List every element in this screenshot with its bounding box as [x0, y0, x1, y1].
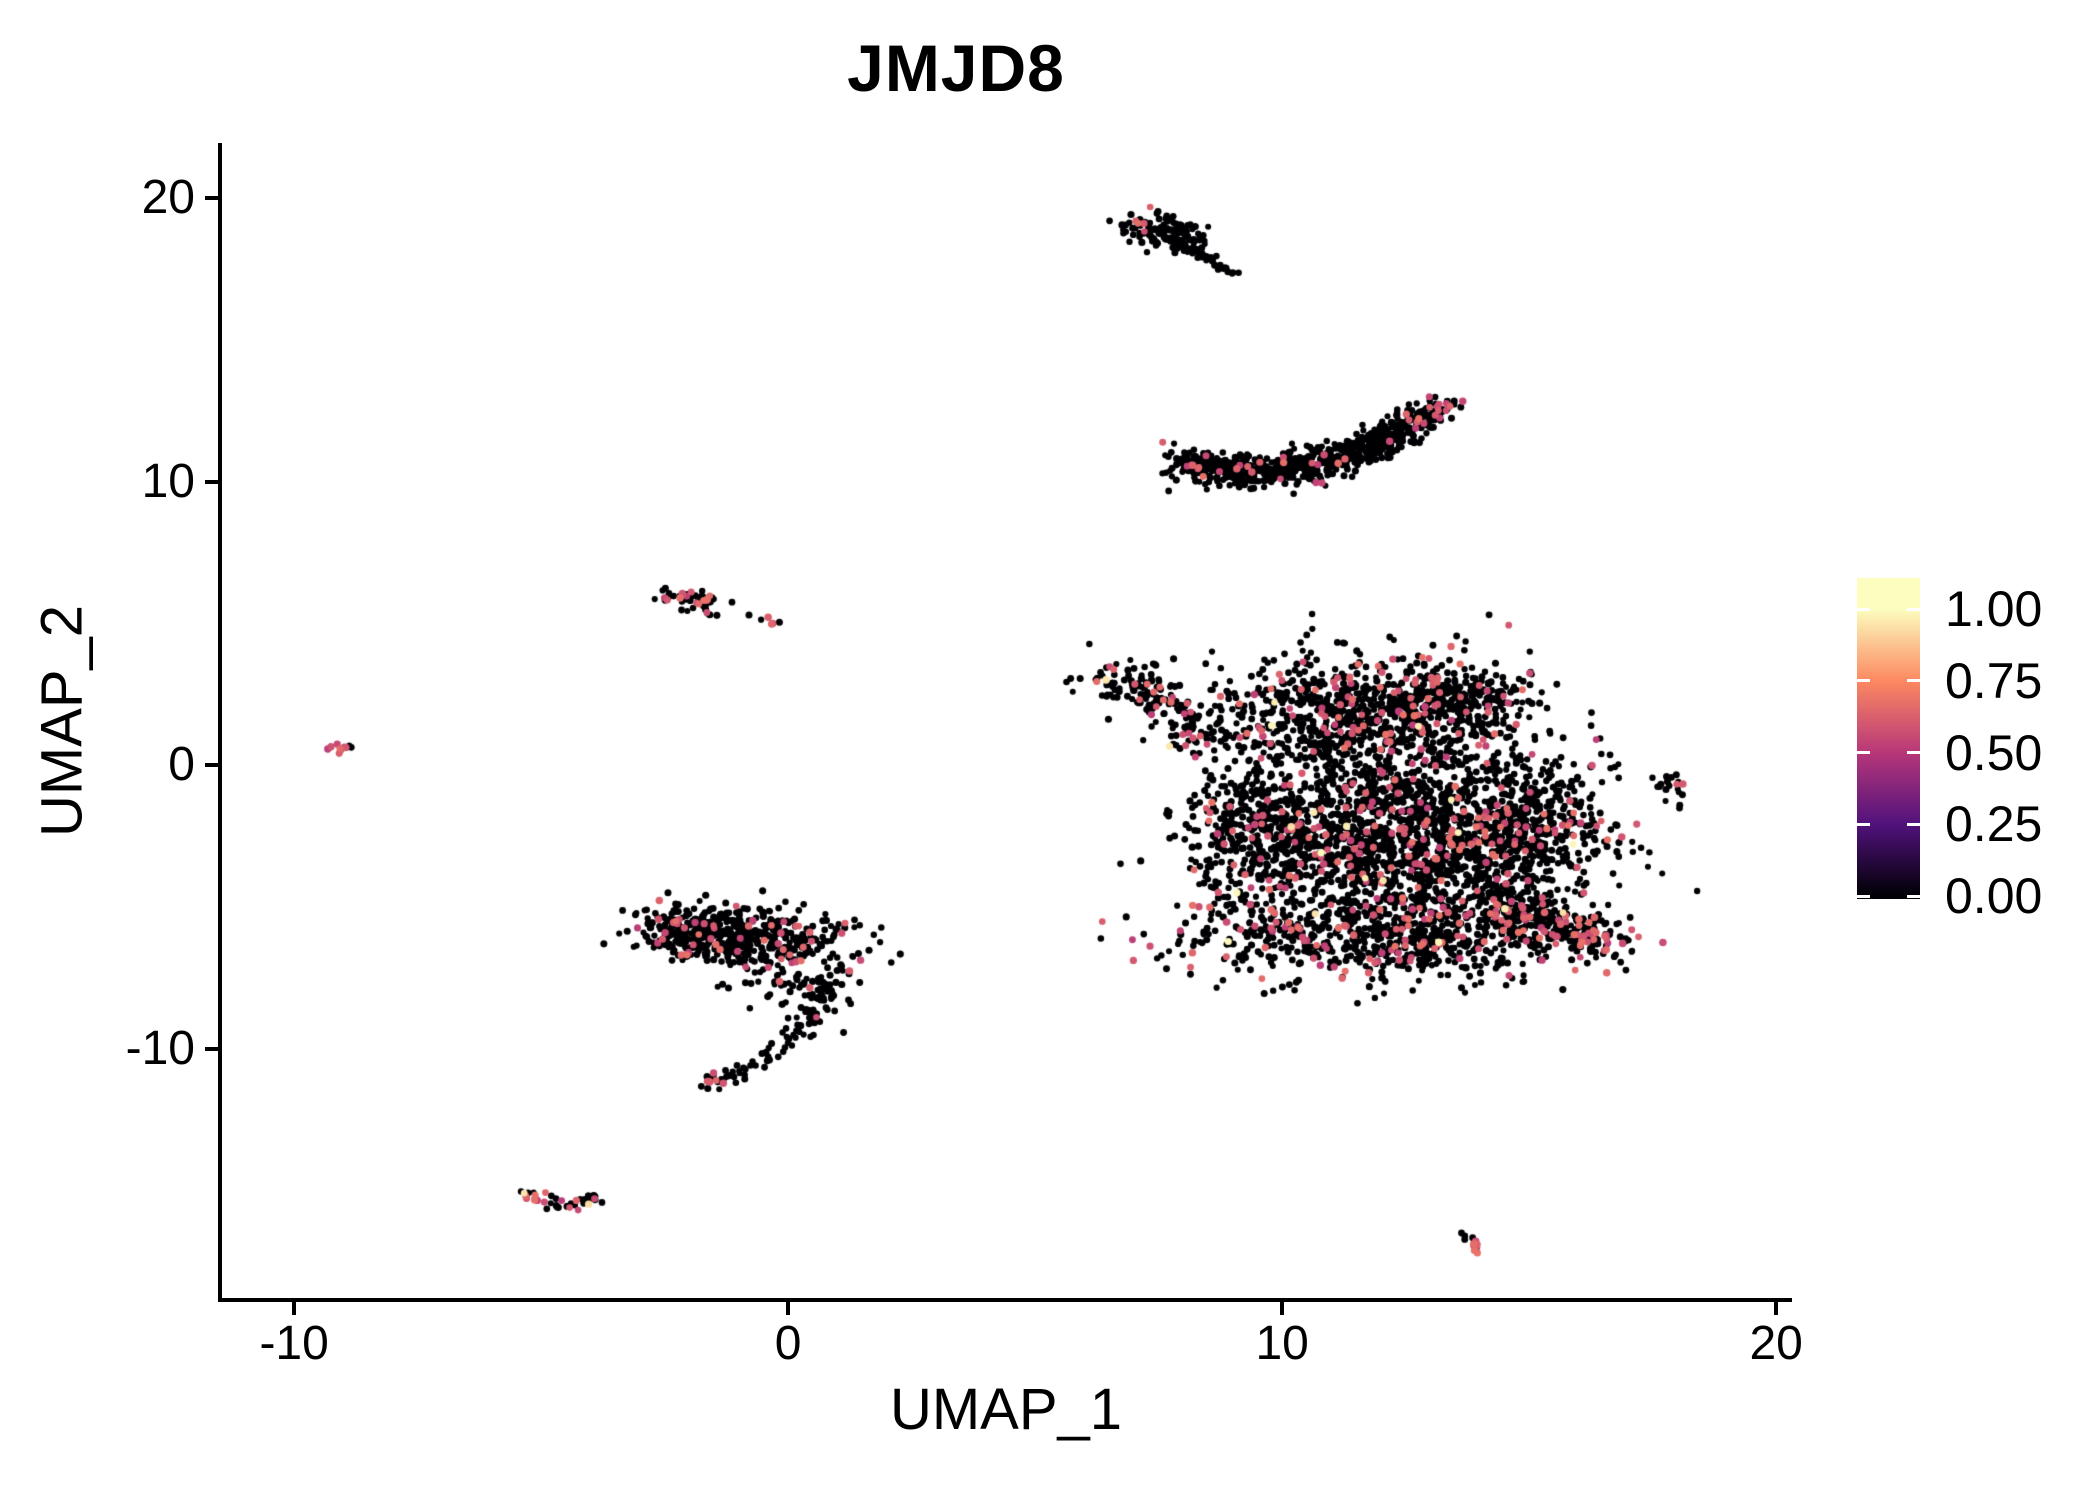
legend-tick-mark: [1857, 607, 1870, 611]
legend-tick-mark: [1907, 751, 1920, 754]
y-tick-mark: [205, 1046, 218, 1051]
x-tick-label: 0: [774, 1317, 802, 1370]
legend-tick-mark: [1857, 679, 1870, 683]
legend-tick-label: 1.00: [1945, 581, 2043, 637]
y-tick-label: 10: [141, 454, 195, 508]
x-tick-mark: [1280, 1302, 1285, 1315]
y-tick-label: 20: [141, 171, 195, 224]
legend-tick-mark: [1907, 894, 1920, 898]
y-tick-mark: [205, 196, 218, 200]
plot-title: JMJD8: [847, 31, 1065, 105]
x-tick-label: 20: [1749, 1317, 1803, 1370]
legend-tick-mark: [1857, 751, 1870, 754]
x-tick-label: -10: [259, 1317, 329, 1370]
x-axis-title: UMAP_1: [889, 1377, 1123, 1442]
y-tick-label: 0: [168, 738, 195, 792]
y-tick-mark: [205, 479, 218, 484]
y-tick-mark: [205, 763, 218, 768]
legend-tick-label: 0.00: [1945, 868, 2043, 924]
y-tick-label: -10: [125, 1021, 195, 1075]
x-tick-label: 10: [1255, 1317, 1309, 1370]
x-tick-mark: [292, 1302, 297, 1315]
legend-tick-mark: [1857, 894, 1870, 898]
legend-tick-mark: [1907, 679, 1920, 683]
legend-tick-mark: [1907, 822, 1920, 826]
colorbar-gradient: [1857, 578, 1920, 899]
expression-colorbar-legend: 1.00 0.75 0.50 0.25 0.00: [1857, 578, 2100, 922]
legend-tick-mark: [1857, 822, 1870, 826]
y-axis-title: UMAP_2: [29, 604, 95, 838]
x-axis-line: [218, 1298, 1792, 1302]
x-tick-mark: [1774, 1302, 1779, 1315]
y-axis-line: [218, 143, 222, 1302]
legend-tick-label: 0.25: [1945, 796, 2043, 853]
x-tick-mark: [786, 1302, 791, 1315]
legend-tick-mark: [1907, 607, 1920, 611]
legend-tick-label: 0.50: [1945, 724, 2043, 781]
legend-tick-label: 0.75: [1945, 652, 2043, 709]
